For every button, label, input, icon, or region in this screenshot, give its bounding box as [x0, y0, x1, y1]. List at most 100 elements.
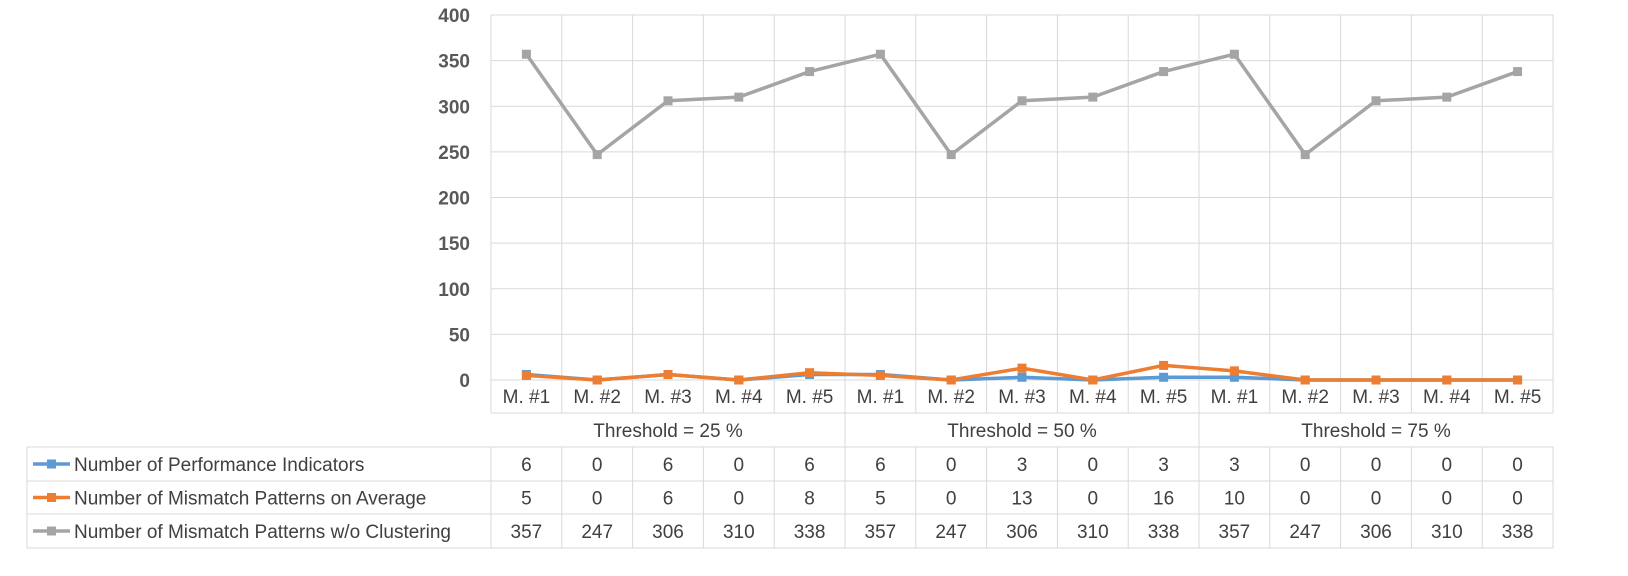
legend-label: Number of Mismatch Patterns on Average	[74, 489, 426, 510]
data-point-marker	[521, 370, 531, 380]
data-point-marker	[592, 375, 602, 385]
data-point-marker	[1017, 372, 1027, 382]
data-table-value: 0	[734, 489, 745, 510]
x-tick-label: M. #2	[927, 387, 975, 408]
data-table-value: 338	[794, 522, 826, 543]
x-tick-label: M. #4	[1423, 387, 1471, 408]
data-point-marker	[1088, 92, 1098, 102]
data-table-value: 306	[1360, 522, 1392, 543]
y-tick-label: 400	[438, 6, 470, 27]
y-tick-label: 100	[438, 280, 470, 301]
data-table-value: 6	[804, 455, 815, 476]
x-tick-label: M. #5	[786, 387, 834, 408]
data-point-marker	[1442, 92, 1452, 102]
legend-label: Number of Mismatch Patterns w/o Clusteri…	[74, 522, 451, 543]
data-point-marker	[1159, 360, 1169, 370]
data-table-value: 6	[875, 455, 886, 476]
data-table-value: 0	[592, 455, 603, 476]
data-table-value: 0	[1088, 489, 1099, 510]
x-tick-label: M. #1	[857, 387, 905, 408]
data-point-marker	[875, 49, 885, 59]
data-point-marker	[805, 67, 815, 77]
group-label: Threshold = 25 %	[593, 421, 743, 442]
x-tick-label: M. #2	[573, 387, 621, 408]
data-table-value: 0	[1088, 455, 1099, 476]
legend-key-marker	[47, 459, 56, 469]
data-point-marker	[1371, 375, 1381, 385]
group-label: Threshold = 75 %	[1301, 421, 1451, 442]
data-point-marker	[734, 92, 744, 102]
x-tick-label: M. #3	[1352, 387, 1400, 408]
data-table-value: 3	[1017, 455, 1028, 476]
data-point-marker	[1229, 49, 1239, 59]
data-point-marker	[875, 370, 885, 380]
data-table-value: 338	[1148, 522, 1180, 543]
data-table-value: 6	[663, 455, 674, 476]
data-point-marker	[946, 375, 956, 385]
data-table-value: 16	[1153, 489, 1174, 510]
data-table-value: 0	[1512, 489, 1523, 510]
data-table-value: 0	[1371, 489, 1382, 510]
data-table-value: 0	[592, 489, 603, 510]
data-point-marker	[1300, 150, 1310, 160]
data-point-marker	[1159, 67, 1169, 77]
x-tick-label: M. #5	[1140, 387, 1188, 408]
data-point-marker	[805, 368, 815, 378]
data-point-marker	[946, 150, 956, 160]
y-tick-label: 0	[459, 371, 470, 392]
data-table-value: 6	[663, 489, 674, 510]
x-tick-label: M. #3	[998, 387, 1046, 408]
y-tick-label: 50	[449, 325, 470, 346]
y-tick-label: 350	[438, 52, 470, 73]
x-tick-label: M. #3	[644, 387, 692, 408]
data-table-value: 0	[1442, 455, 1453, 476]
data-table-value: 357	[511, 522, 543, 543]
data-table-value: 3	[1229, 455, 1240, 476]
data-table-value: 247	[935, 522, 967, 543]
group-label: Threshold = 50 %	[947, 421, 1097, 442]
data-point-marker	[663, 370, 673, 380]
legend-key-marker	[47, 493, 56, 502]
x-tick-label: M. #4	[715, 387, 763, 408]
data-table-value: 310	[1077, 522, 1109, 543]
y-tick-label: 150	[438, 234, 470, 255]
y-tick-label: 200	[438, 189, 470, 210]
legend-label: Number of Performance Indicators	[74, 455, 364, 476]
x-tick-label: M. #1	[1211, 387, 1259, 408]
data-table-value: 310	[1431, 522, 1463, 543]
data-table-value: 0	[734, 455, 745, 476]
y-tick-label: 250	[438, 143, 470, 164]
data-point-marker	[1229, 372, 1239, 382]
data-point-marker	[734, 375, 744, 385]
data-point-marker	[1513, 375, 1523, 385]
data-table-value: 357	[1219, 522, 1251, 543]
x-tick-label: M. #4	[1069, 387, 1117, 408]
data-point-marker	[1513, 67, 1523, 77]
data-point-marker	[1371, 96, 1381, 106]
data-point-marker	[1159, 372, 1169, 382]
data-table-value: 0	[946, 489, 957, 510]
data-point-marker	[521, 49, 531, 59]
data-table-value: 306	[1006, 522, 1038, 543]
data-table-value: 0	[1442, 489, 1453, 510]
data-table-value: 13	[1011, 489, 1032, 510]
y-tick-label: 300	[438, 97, 470, 118]
data-point-marker	[592, 150, 602, 160]
data-table-value: 5	[875, 489, 886, 510]
data-point-marker	[663, 96, 673, 106]
data-table-value: 306	[652, 522, 684, 543]
data-point-marker	[1300, 375, 1310, 385]
data-point-marker	[1229, 366, 1239, 376]
data-table-value: 247	[581, 522, 613, 543]
data-table-value: 0	[1371, 455, 1382, 476]
x-tick-label: M. #1	[503, 387, 551, 408]
data-table-value: 247	[1289, 522, 1321, 543]
x-tick-label: M. #5	[1494, 387, 1542, 408]
data-table-value: 0	[1300, 455, 1311, 476]
data-table-value: 310	[723, 522, 755, 543]
data-table-value: 0	[1512, 455, 1523, 476]
data-table-value: 8	[804, 489, 815, 510]
data-point-marker	[1017, 363, 1027, 373]
legend-key-marker	[47, 526, 56, 536]
x-tick-label: M. #2	[1281, 387, 1329, 408]
